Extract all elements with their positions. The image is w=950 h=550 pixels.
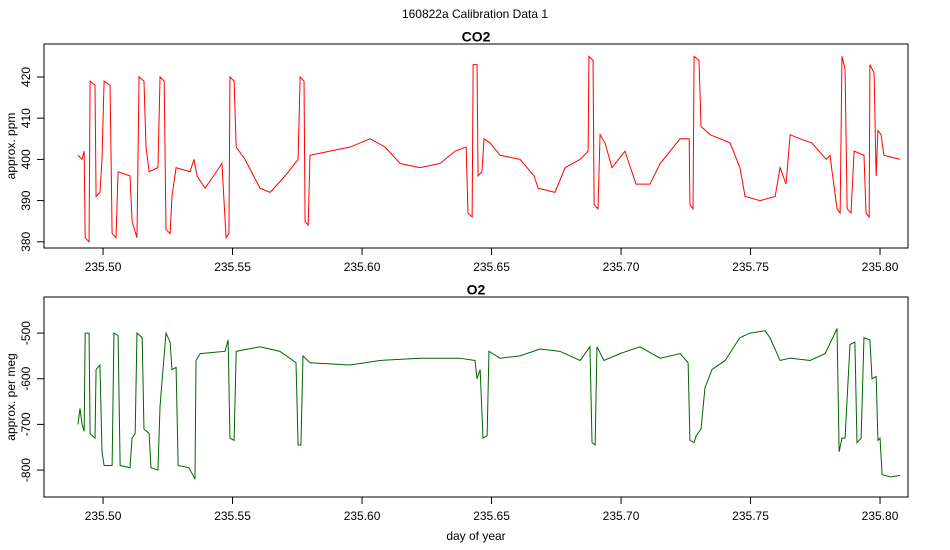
y-tick-label: -500 — [19, 321, 33, 345]
x-tick-label: 235.80 — [862, 509, 899, 523]
x-tick-label: 235.70 — [603, 260, 640, 274]
y-tick-label: 420 — [19, 67, 33, 87]
x-axis-label: day of year — [446, 529, 505, 543]
panel-title: CO2 — [462, 29, 491, 45]
x-tick-label: 235.60 — [344, 509, 381, 523]
data-line — [77, 55, 901, 244]
y-tick-label: -800 — [19, 458, 33, 482]
x-tick-label: 235.50 — [85, 260, 122, 274]
page-title: 160822a Calibration Data 1 — [402, 7, 548, 21]
x-tick-label: 235.70 — [603, 509, 640, 523]
x-tick-label: 235.80 — [862, 260, 899, 274]
x-tick-label: 235.55 — [214, 509, 251, 523]
y-tick-label: 390 — [19, 190, 33, 210]
y-tick-label: 410 — [19, 108, 33, 128]
y-axis-label: approx. per meg — [4, 353, 18, 440]
x-tick-label: 235.75 — [732, 509, 769, 523]
panel-title: O2 — [467, 282, 486, 298]
x-tick-label: 235.65 — [473, 260, 510, 274]
x-tick-label: 235.60 — [344, 260, 381, 274]
y-axis-label: approx. ppm — [4, 113, 18, 180]
plot-box — [43, 43, 909, 249]
x-tick-label: 235.75 — [732, 260, 769, 274]
data-line — [77, 328, 901, 480]
y-tick-label: 380 — [19, 231, 33, 251]
y-tick-label: 400 — [19, 149, 33, 169]
y-tick-label: -600 — [19, 366, 33, 390]
plot-box — [43, 296, 909, 498]
y-tick-label: -700 — [19, 412, 33, 436]
x-tick-label: 235.65 — [473, 509, 510, 523]
x-tick-label: 235.55 — [214, 260, 251, 274]
x-tick-label: 235.50 — [85, 509, 122, 523]
